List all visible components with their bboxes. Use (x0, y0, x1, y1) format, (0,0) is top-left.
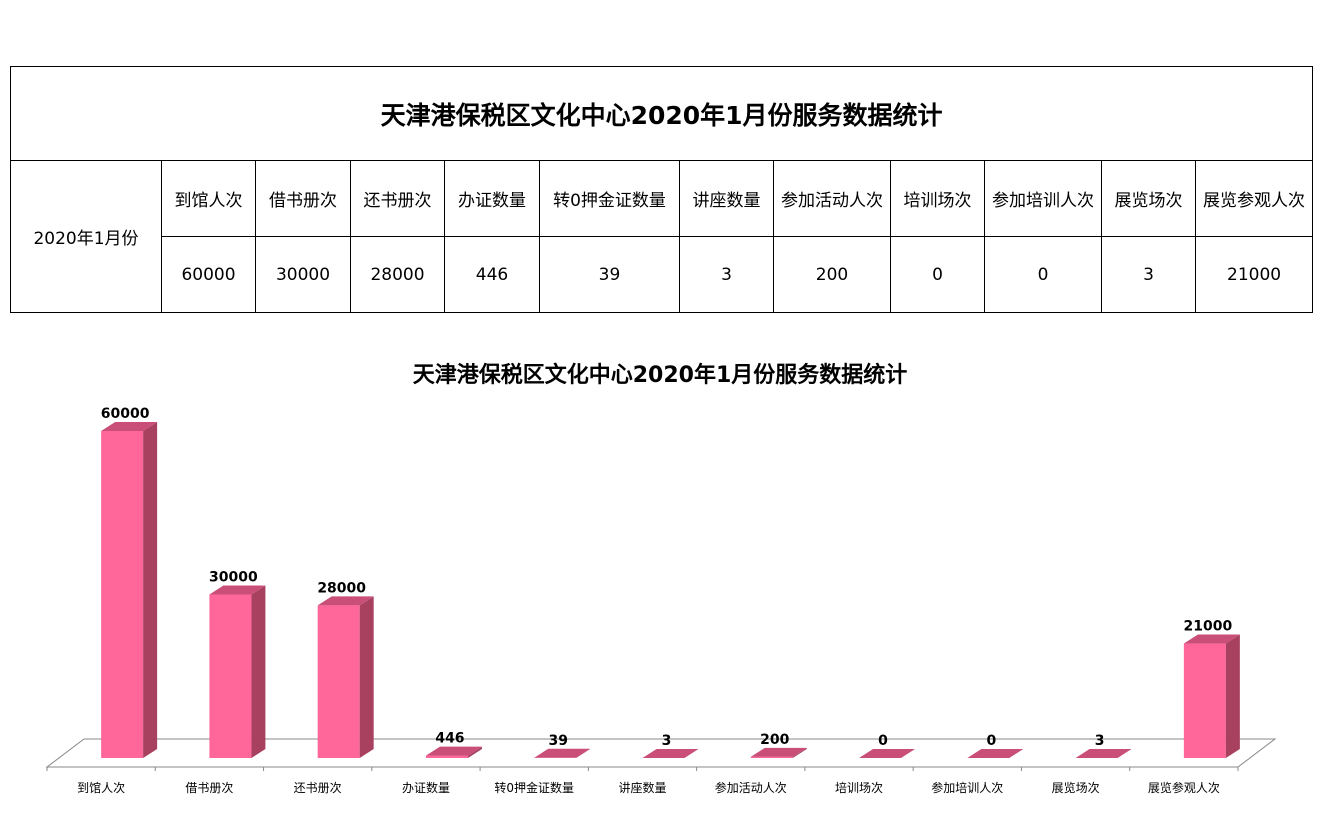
data-label: 0 (986, 733, 996, 749)
table-value-cell: 446 (444, 236, 540, 313)
data-label: 60000 (101, 406, 150, 422)
x-tick-label: 还书册次 (294, 781, 342, 795)
table-header-cell: 借书册次 (255, 160, 351, 237)
table-value-cell: 3 (679, 236, 774, 313)
bar-side (1225, 634, 1240, 758)
bar-top (209, 585, 266, 595)
bar (101, 431, 144, 758)
table-value-cell: 0 (984, 236, 1102, 313)
table-header-cell: 还书册次 (350, 160, 445, 237)
table-header-cell: 办证数量 (444, 160, 540, 237)
bar-top (1075, 748, 1132, 758)
bar-side (1117, 748, 1132, 758)
bar-top (750, 747, 807, 757)
bar (425, 755, 468, 758)
table-header-cell: 到馆人次 (161, 160, 256, 237)
chart-title: 天津港保税区文化中心2020年1月份服务数据统计 (413, 362, 908, 388)
x-tick-label: 到馆人次 (77, 780, 125, 795)
x-axis: 到馆人次 借书册次 还书册次 办证数量 转0押金证数量 讲座数量 参加活动人次 培训场次 参加培… (46, 767, 1239, 795)
table-value-cell: 60000 (161, 236, 256, 313)
bar-top (534, 748, 591, 758)
table-header-cell: 讲座数量 (679, 160, 774, 237)
bar-side (467, 746, 482, 758)
data-label: 446 (435, 731, 464, 747)
table-header-cell: 展览场次 (1101, 160, 1196, 237)
table-title: 天津港保税区文化中心2020年1月份服务数据统计 (9, 66, 1314, 161)
x-tick-label: 讲座数量 (618, 780, 666, 795)
period-label: 2020年1月份 (10, 160, 162, 313)
data-label: 3 (662, 733, 672, 749)
table-value-cell: 28000 (350, 236, 445, 313)
bar-top (642, 748, 699, 758)
table-value-cell: 21000 (1194, 236, 1314, 313)
bar-top (425, 746, 482, 756)
table-value-row: 60000 30000 28000 446 39 3 200 0 0 3 21000 (11, 236, 1314, 313)
table-value-cell: 30000 (255, 236, 351, 313)
bar-side (143, 422, 158, 758)
bar-top (101, 422, 158, 431)
bar (209, 594, 252, 758)
x-tick-label: 办证数量 (402, 780, 450, 795)
table-header-row: 2020年1月份 到馆人次 借书册次 还书册次 办证数量 转0押金证数量 讲座数量 参加活动… (10, 160, 1314, 313)
table-header-cell: 参加活动人次 (773, 160, 891, 237)
data-label: 21000 (1184, 619, 1233, 635)
bar-chart: 天津港保税区文化中心2020年1月份服务数据统计 60000 30000 28000… (45, 362, 1277, 795)
data-label: 0 (878, 733, 888, 749)
data-label: 30000 (209, 570, 258, 586)
bar-top (967, 749, 1024, 758)
bar-side (684, 748, 699, 758)
bar-top (1183, 634, 1240, 644)
bar-group: 60000 30000 28000 446 39 3 200 0 0 3 21000 (101, 406, 1240, 758)
bar-side (576, 748, 591, 758)
bar-side (359, 596, 374, 758)
x-tick-label: 展览参观人次 (1148, 780, 1220, 795)
x-tick-label: 培训场次 (835, 780, 883, 795)
x-tick-label: 转0押金证数量 (494, 780, 574, 795)
x-tick-label: 展览场次 (1052, 780, 1100, 795)
table-value-cell: 200 (773, 236, 891, 313)
table-header-cell: 展览参观人次 (1194, 160, 1314, 237)
bar (750, 756, 793, 758)
data-label: 39 (548, 733, 567, 749)
data-label: 3 (1095, 733, 1105, 749)
bar (317, 605, 360, 758)
stats-table: 天津港保税区文化中心2020年1月份服务数据统计 2020年1月份 到馆人次 借书… (9, 66, 1314, 313)
table-header-cell: 转0押金证数量 (539, 160, 680, 237)
table-value-cell: 39 (539, 236, 680, 313)
x-tick-label: 借书册次 (185, 781, 233, 795)
bar-top (859, 749, 916, 758)
bar-side (251, 585, 266, 758)
table-header-cell: 培训场次 (890, 160, 985, 237)
table-header-cell: 参加培训人次 (984, 160, 1102, 237)
x-tick-label: 参加培训人次 (931, 780, 1003, 795)
bar (1183, 643, 1226, 758)
bar-side (792, 747, 807, 758)
table-value-cell: 3 (1101, 236, 1196, 313)
data-label: 200 (760, 732, 789, 748)
data-label: 28000 (317, 580, 366, 596)
x-tick-label: 参加活动人次 (715, 780, 787, 795)
bar-top (317, 596, 374, 606)
table-value-cell: 0 (890, 236, 985, 313)
